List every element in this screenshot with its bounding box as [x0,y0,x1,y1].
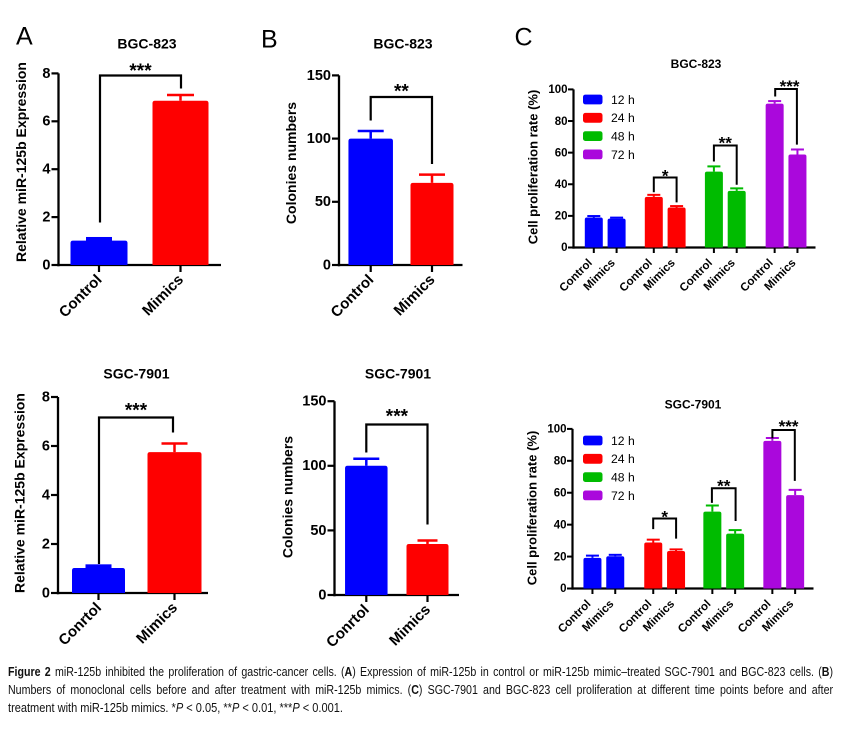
svg-text:40: 40 [554,519,567,531]
svg-text:0: 0 [561,242,567,254]
svg-text:0: 0 [318,587,326,603]
svg-text:Mimics: Mimics [391,271,439,319]
svg-text:50: 50 [315,194,331,210]
svg-text:Relative miR-125b Expression: Relative miR-125b Expression [13,62,29,262]
svg-text:**: ** [394,81,409,102]
svg-text:20: 20 [554,551,567,563]
svg-text:48 h: 48 h [611,471,635,485]
svg-text:100: 100 [307,131,331,147]
svg-text:B: B [261,26,278,54]
svg-text:2: 2 [42,210,50,226]
svg-text:12 h: 12 h [611,434,635,448]
svg-text:C: C [515,24,533,52]
svg-text:6: 6 [42,438,50,454]
svg-text:60: 60 [554,487,567,499]
svg-text:A: A [16,23,33,51]
svg-text:BGC-823: BGC-823 [117,36,176,52]
svg-text:Control: Control [56,271,106,321]
svg-text:150: 150 [307,68,331,84]
svg-text:150: 150 [302,394,326,410]
svg-text:72 h: 72 h [611,489,635,503]
svg-text:BGC-823: BGC-823 [373,36,432,52]
svg-text:2: 2 [42,536,50,552]
svg-text:SGC-7901: SGC-7901 [103,366,169,382]
svg-text:**: ** [719,134,733,153]
svg-text:***: *** [125,401,148,422]
svg-text:Relative miR-125b Expression: Relative miR-125b Expression [12,393,28,593]
svg-text:100: 100 [302,458,326,474]
svg-text:Conrtol: Conrtol [323,601,373,651]
svg-text:8: 8 [42,389,50,405]
svg-text:60: 60 [555,147,568,159]
svg-text:Colonies numbers: Colonies numbers [280,436,296,558]
svg-text:Cell proliferation rate (%): Cell proliferation rate (%) [525,90,540,245]
svg-text:8: 8 [42,66,50,82]
svg-text:24 h: 24 h [611,111,635,125]
svg-text:0: 0 [42,585,50,601]
svg-text:4: 4 [42,162,50,178]
svg-text:Control: Control [327,271,377,321]
svg-text:50: 50 [310,523,326,539]
svg-text:80: 80 [554,456,567,468]
svg-text:0: 0 [560,583,566,595]
svg-text:***: *** [129,61,152,82]
svg-text:4: 4 [42,487,50,503]
svg-text:6: 6 [42,114,50,130]
svg-text:48 h: 48 h [611,130,635,144]
svg-text:Conrtol: Conrtol [55,599,105,649]
svg-text:100: 100 [548,84,567,96]
svg-text:40: 40 [555,179,568,191]
svg-text:SGC-7901: SGC-7901 [665,398,722,412]
svg-text:Cell proliferation rate (%): Cell proliferation rate (%) [525,431,540,586]
svg-text:Mimics: Mimics [386,601,434,649]
svg-text:SGC-7901: SGC-7901 [365,366,431,382]
svg-text:20: 20 [555,211,568,223]
svg-text:Mimics: Mimics [133,599,181,647]
svg-text:***: *** [779,417,799,436]
svg-text:Mimics: Mimics [139,271,187,319]
svg-text:80: 80 [555,116,568,128]
svg-text:**: ** [717,476,731,495]
svg-text:12 h: 12 h [611,93,635,107]
svg-text:100: 100 [547,424,566,436]
svg-text:24 h: 24 h [611,452,635,466]
svg-text:0: 0 [42,257,50,273]
svg-text:***: *** [780,77,800,96]
svg-text:0: 0 [323,257,331,273]
svg-text:***: *** [386,407,409,428]
svg-text:*: * [661,507,668,526]
svg-text:Colonies numbers: Colonies numbers [283,102,299,224]
svg-text:BGC-823: BGC-823 [671,57,722,71]
svg-text:72 h: 72 h [611,148,635,162]
svg-text:*: * [662,166,669,185]
